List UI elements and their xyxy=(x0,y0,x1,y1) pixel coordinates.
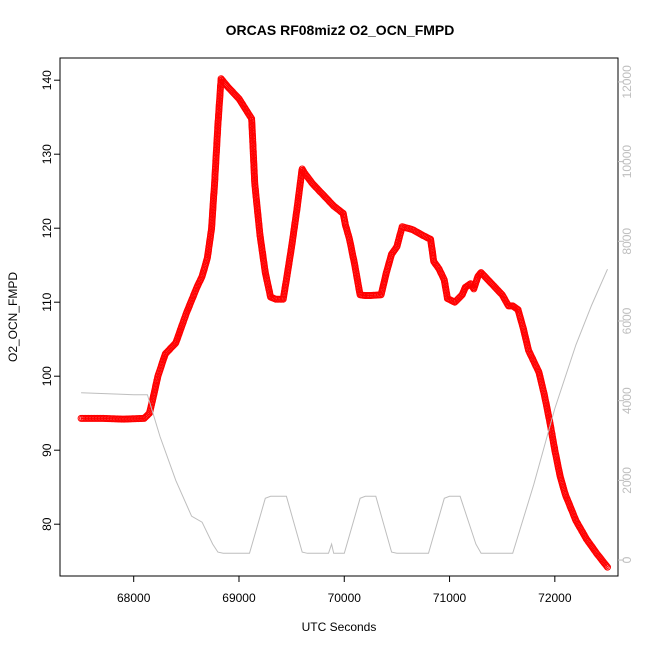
y-tick-label: 100 xyxy=(40,366,54,386)
y2-tick-label: 0 xyxy=(620,556,634,563)
y-tick-label: 90 xyxy=(40,443,54,457)
plot-frame xyxy=(59,57,619,577)
series-line xyxy=(81,268,608,554)
y2-tick-label: 6000 xyxy=(620,307,634,334)
data-point xyxy=(603,563,611,571)
x-axis-label: UTC Seconds xyxy=(302,620,377,634)
chart-title: ORCAS RF08miz2 O2_OCN_FMPD xyxy=(226,22,455,38)
series-line xyxy=(81,77,608,568)
x-axis: 68000 69000 70000 71000 72000 xyxy=(117,576,572,605)
x-tick-label: 71000 xyxy=(433,591,467,605)
x-tick-label: 68000 xyxy=(117,591,151,605)
y2-tick-label: 8000 xyxy=(620,228,634,255)
x-tick-label: 70000 xyxy=(328,591,362,605)
y2-tick-label: 2000 xyxy=(620,467,634,494)
series-right xyxy=(81,268,608,554)
x-tick-label: 72000 xyxy=(538,591,572,605)
y-tick-label: 120 xyxy=(40,218,54,238)
y2-tick-label: 10000 xyxy=(620,145,634,179)
series-left xyxy=(77,75,611,571)
series-layer xyxy=(77,75,611,571)
x-tick-label: 69000 xyxy=(222,591,256,605)
data-point xyxy=(603,562,610,570)
y-tick-label: 80 xyxy=(40,517,54,531)
left-axis: 80 90 100 110 120 130 140 xyxy=(40,70,60,531)
y-tick-label: 110 xyxy=(40,292,54,311)
right-axis: 0 2000 4000 6000 8000 10000 12000 xyxy=(618,65,634,563)
y2-tick-label: 4000 xyxy=(620,387,634,414)
y-tick-label: 130 xyxy=(40,144,54,164)
y2-tick-label: 12000 xyxy=(620,65,634,99)
y-tick-label: 140 xyxy=(40,70,54,90)
y-axis-label: O2_OCN_FMPD xyxy=(6,272,20,362)
